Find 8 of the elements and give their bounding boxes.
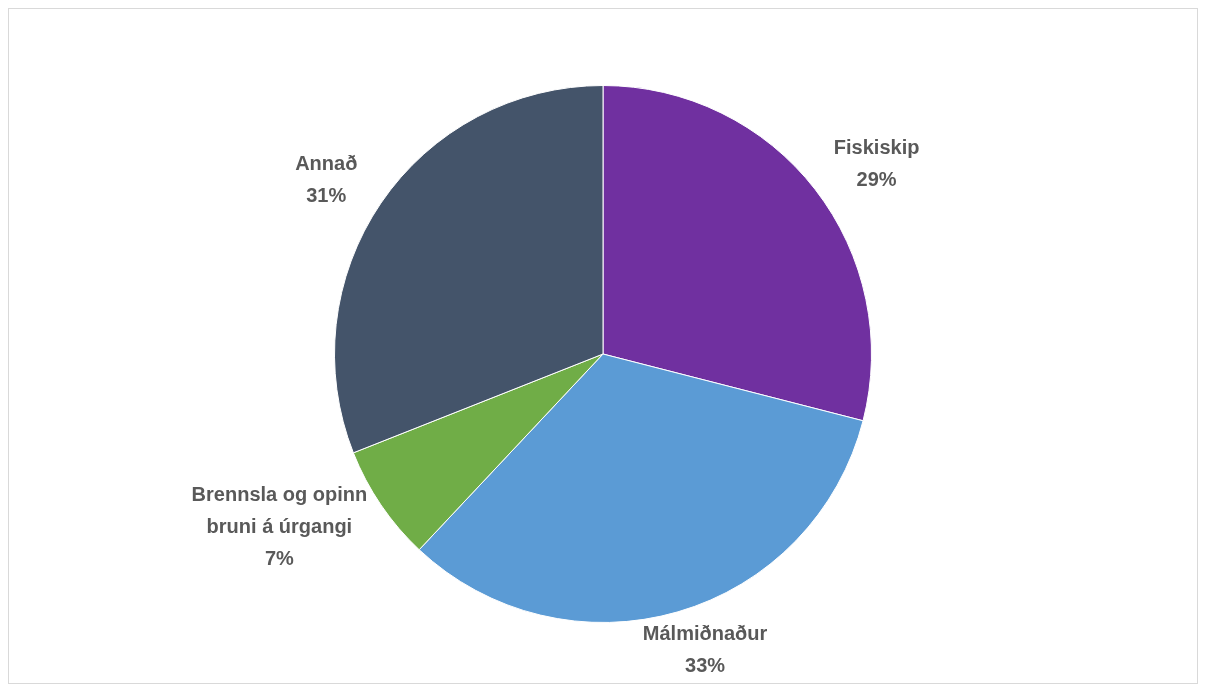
slice-label: Brennsla og opinn bruni á úrgangi (191, 482, 368, 537)
data-label: 31% (306, 184, 347, 207)
data-label: 33% (685, 653, 726, 676)
data-label: 29% (856, 168, 897, 191)
slice-label: Fiskiskip (833, 136, 920, 159)
slice-label: Annað (295, 152, 358, 175)
data-label: 7% (264, 546, 295, 569)
slice-label: Málmiðnaður (642, 621, 768, 644)
